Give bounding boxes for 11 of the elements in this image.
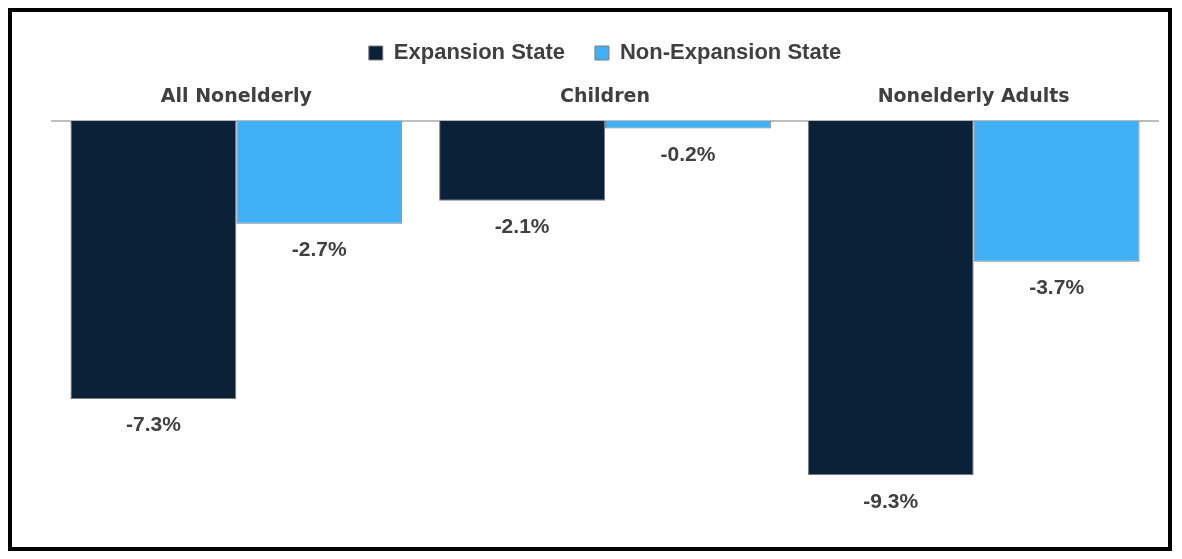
x-tick-label: Children bbox=[560, 84, 650, 107]
x-tick-label: All Nonelderly bbox=[160, 84, 313, 107]
data-label: -9.3% bbox=[863, 488, 919, 512]
data-label: -0.2% bbox=[660, 141, 716, 165]
data-label: -2.7% bbox=[291, 237, 348, 261]
x-tick-label: Nonelderly Adults bbox=[877, 84, 1070, 107]
data-label: -3.7% bbox=[1029, 275, 1085, 299]
data-label: -7.3% bbox=[125, 412, 182, 436]
data-label: -2.1% bbox=[494, 214, 550, 238]
legend-label: Expansion State bbox=[393, 39, 565, 65]
legend-label: Non-Expansion State bbox=[619, 39, 842, 65]
